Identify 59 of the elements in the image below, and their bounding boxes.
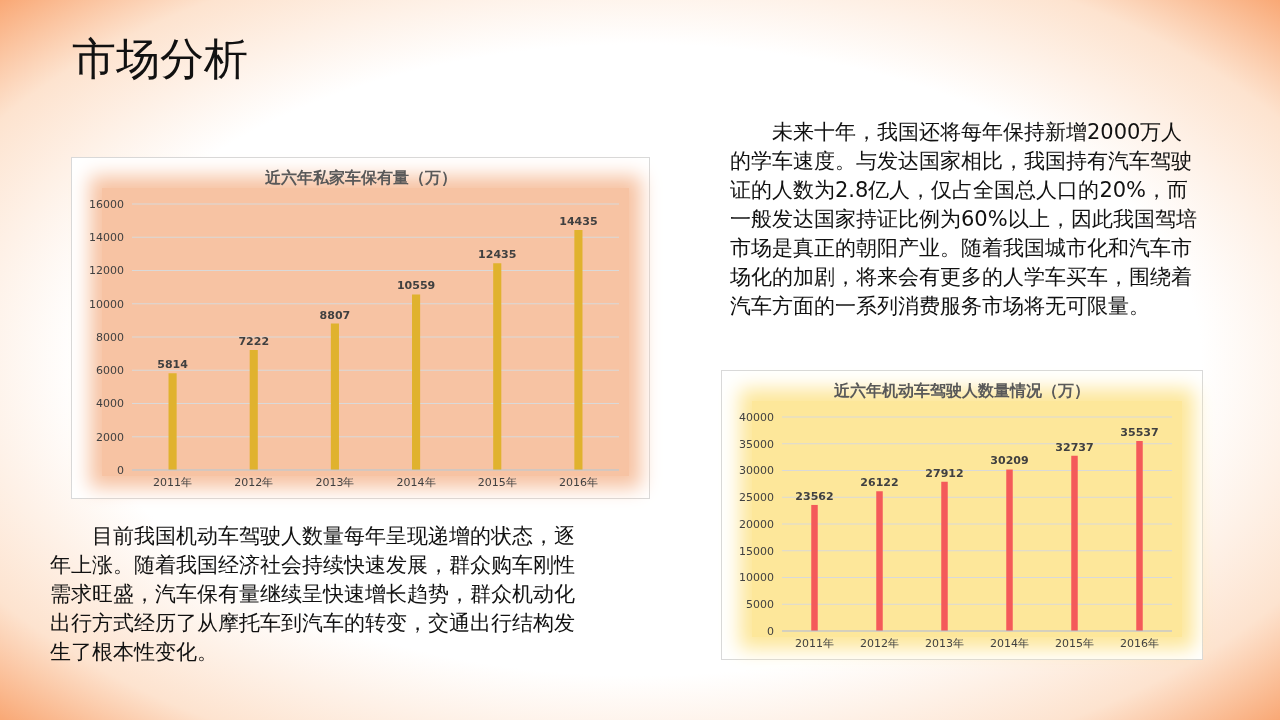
y-tick-label: 2000 [96,430,124,444]
y-tick-label: 5000 [746,598,774,612]
chart-title: 近六年私家车保有量（万） [263,168,458,189]
bar [412,294,421,470]
data-label: 8807 [319,308,351,322]
x-tick-label: 2011年 [795,636,834,650]
bar [249,349,258,470]
bar [493,263,502,470]
text: 目前我国机动车驾驶人数量每年呈现递增的状态，逐年上涨。随着我国经济社会持续快速发展，群众购车刚性需求旺盛，汽车保有量继续呈快速增长趋势，群众机动化出行方式经历了从摩托车到汽车的转变，交通出行结构发生了根本性变化。 [50,523,576,666]
x-tick-label: 2016年 [558,475,598,489]
y-tick-label: 8000 [96,330,124,344]
x-tick-label: 2015年 [1055,636,1094,650]
y-tick-label: 6000 [96,364,124,378]
y-tick-label: 12000 [89,264,124,278]
bar [941,481,948,631]
y-tick-label: 35000 [739,437,774,451]
text: 未来十年，我国还将每年保持新增2000万人的学车速度。与发达国家相比，我国持有汽车驾驶证的人数为2.8亿人，仅占全国总人口的20%，而一般发达国家持证比例为60%以上，因此我国驾培市场是真正的朝阳产业。随着我国城市化和汽车市场化的加剧，将来会有更多的人学车买车，围绕着汽车方面的一系列消费服务市场将无可限量。 [730,119,1198,320]
y-tick-label: 0 [767,624,774,638]
x-tick-label: 2012年 [234,475,274,489]
y-tick-label: 15000 [739,544,774,558]
x-tick-label: 2012年 [860,636,899,650]
y-tick-label: 10000 [739,571,774,585]
data-label: 23562 [795,489,834,503]
y-tick-label: 4000 [96,397,124,411]
y-tick-label: 30000 [739,464,774,478]
data-label: 10559 [396,279,436,293]
y-tick-label: 0 [117,463,124,477]
data-label: 35537 [1120,425,1159,439]
x-tick-label: 2011年 [153,475,193,489]
y-tick-label: 20000 [739,517,774,531]
data-label: 7222 [238,334,270,348]
y-tick-label: 25000 [739,491,774,505]
chart-title: 近六年机动车驾驶人数量情况（万） [833,381,1091,402]
x-tick-label: 2014年 [990,636,1029,650]
bar [1071,455,1078,631]
x-tick-label: 2015年 [477,475,517,489]
x-tick-label: 2016年 [1120,636,1159,650]
bar [168,373,177,470]
data-label: 30209 [990,454,1029,468]
data-label: 5814 [157,358,189,372]
y-tick-label: 40000 [739,410,774,424]
bar [574,230,583,470]
data-label: 26122 [860,476,899,490]
data-label: 32737 [1055,440,1094,454]
data-label: 27912 [925,466,964,480]
bar [876,491,883,631]
text: 市场分析 [72,32,248,86]
bar [1136,440,1143,631]
bar [811,504,818,631]
data-label: 14435 [559,215,598,229]
x-tick-label: 2014年 [396,475,436,489]
y-tick-label: 14000 [89,231,124,245]
x-tick-label: 2013年 [315,475,355,489]
bar [1006,469,1013,631]
y-tick-label: 16000 [89,197,124,211]
bar [330,323,339,470]
data-label: 12435 [478,248,517,262]
x-tick-label: 2013年 [925,636,964,650]
y-tick-label: 10000 [89,297,124,311]
